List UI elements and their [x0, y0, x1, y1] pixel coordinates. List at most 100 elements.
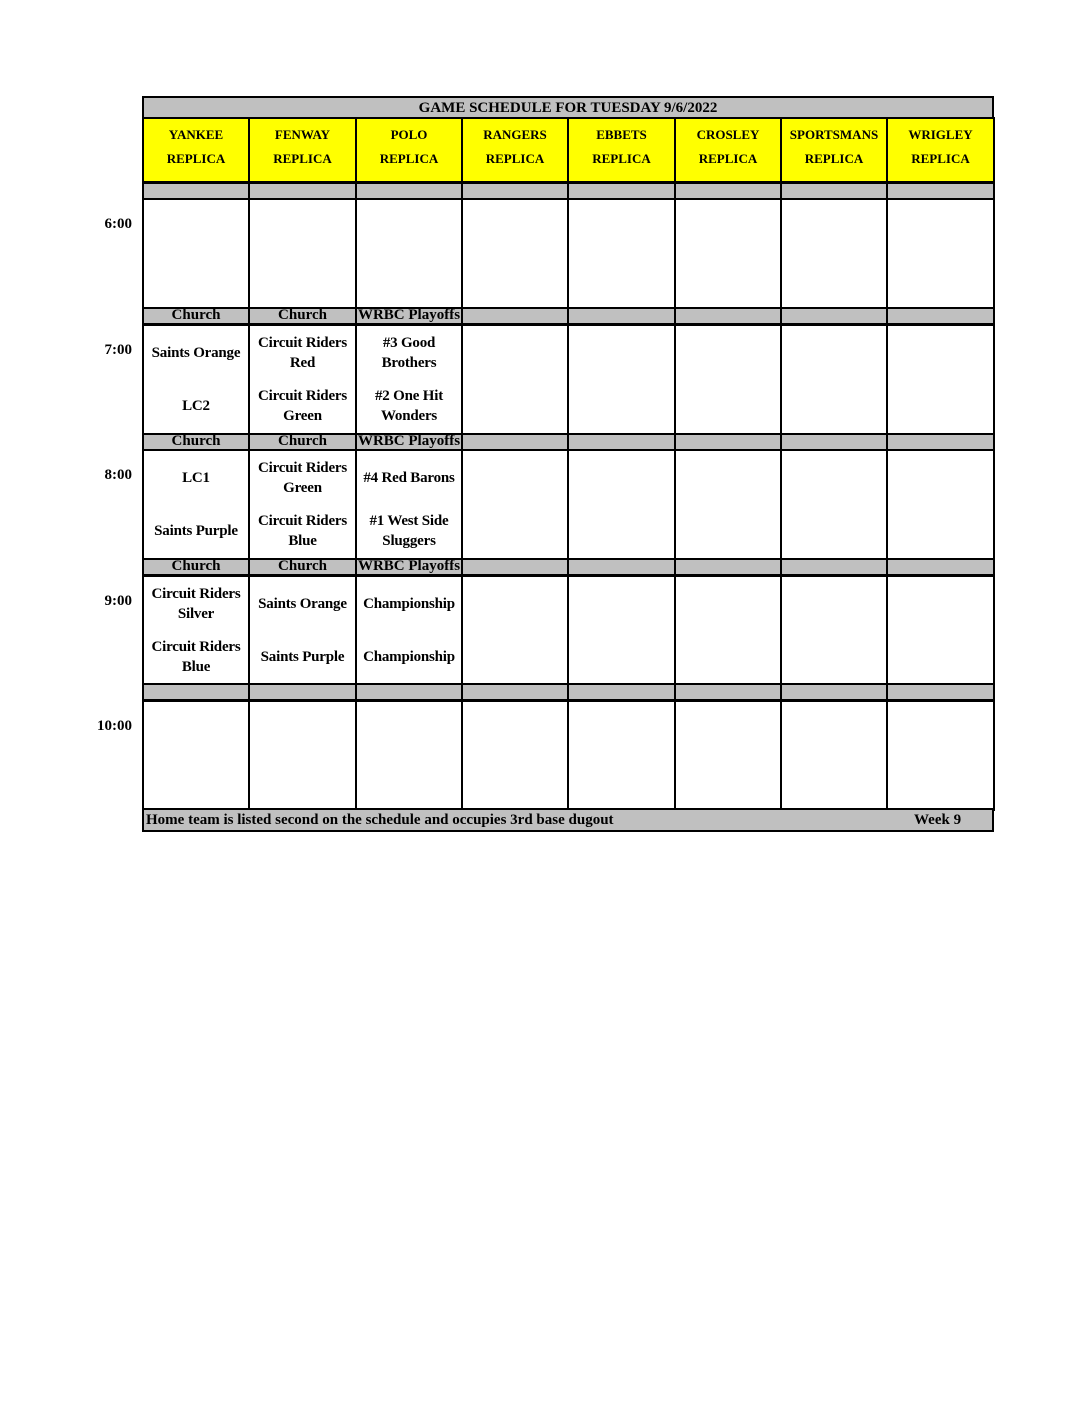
home-team: [357, 756, 461, 810]
band-label: WRBC Playoffs: [355, 433, 463, 451]
home-team: Saints Purple: [154, 523, 238, 540]
away-team: [676, 577, 780, 631]
away-team: [782, 451, 886, 505]
game-cell: [674, 324, 782, 435]
band-label: [674, 558, 782, 576]
band-label: Church: [142, 558, 250, 576]
band-label: [674, 307, 782, 325]
band-label: Church: [142, 307, 250, 325]
home-team: LC2: [182, 398, 210, 415]
away-team: Circuit Riders Silver: [151, 585, 241, 622]
home-team: [782, 756, 886, 810]
time-label: 9:00: [104, 593, 133, 609]
footer-row: Home team is listed second on the schedu…: [142, 808, 994, 832]
away-team: [250, 200, 355, 254]
field-header: POLO REPLICA: [355, 117, 463, 183]
band-label: WRBC Playoffs: [355, 307, 463, 325]
game-cell: [355, 198, 463, 309]
home-team: [888, 756, 993, 810]
schedule-title: GAME SCHEDULE FOR TUESDAY 9/6/2022: [142, 96, 994, 119]
home-team: Circuit Riders Green: [258, 388, 347, 425]
home-team: [782, 631, 886, 685]
band-label: [567, 558, 676, 576]
band-label: [674, 683, 782, 701]
game-cell: [886, 700, 995, 811]
game-cell: [886, 449, 995, 560]
game-cell: [674, 198, 782, 309]
away-team: Championship: [363, 595, 455, 612]
field-header: CROSLEY REPLICA: [674, 117, 782, 183]
time-label: 8:00: [104, 467, 133, 483]
away-team: #3 Good Brothers: [381, 334, 437, 371]
home-team: [676, 505, 780, 559]
field-subtitle: REPLICA: [166, 151, 226, 166]
away-team: [463, 451, 567, 505]
home-team: [463, 254, 567, 308]
home-team: [888, 380, 993, 434]
away-team: [463, 577, 567, 631]
home-team: [463, 631, 567, 685]
away-team: [569, 200, 674, 254]
band-label: [355, 683, 463, 701]
band-label: Church: [248, 558, 357, 576]
away-team: [888, 702, 993, 756]
away-team: [888, 577, 993, 631]
away-team: [357, 702, 461, 756]
home-team: [569, 505, 674, 559]
field-header: WRIGLEY REPLICA: [886, 117, 995, 183]
band-label: [567, 683, 676, 701]
game-cell: [886, 198, 995, 309]
home-team: [888, 254, 993, 308]
band-label: Church: [248, 307, 357, 325]
away-team: [888, 326, 993, 380]
game-cell: [886, 575, 995, 686]
game-cell: [886, 324, 995, 435]
field-header: SPORTSMANS REPLICA: [780, 117, 888, 183]
away-team: Saints Orange: [151, 344, 241, 361]
home-team: [782, 505, 886, 559]
game-cell: Circuit Riders Red Circuit Riders Green: [248, 324, 357, 435]
away-team: [888, 200, 993, 254]
away-team: [676, 326, 780, 380]
band-label: [567, 307, 676, 325]
field-header: EBBETS REPLICA: [567, 117, 676, 183]
field-subtitle: REPLICA: [273, 151, 332, 166]
away-team: [782, 577, 886, 631]
home-team: [782, 254, 886, 308]
game-cell: [461, 324, 569, 435]
away-team: [782, 702, 886, 756]
game-cell: [461, 700, 569, 811]
game-cell: [142, 700, 250, 811]
field-subtitle: REPLICA: [698, 151, 758, 166]
footer-note: Home team is listed second on the schedu…: [146, 812, 614, 828]
home-team: [676, 756, 780, 810]
home-team: [782, 380, 886, 434]
away-team: Circuit Riders Red: [258, 334, 347, 371]
game-cell: [567, 700, 676, 811]
home-team: #2 One Hit Wonders: [375, 388, 443, 425]
game-cell: [248, 198, 357, 309]
field-name: FENWAY: [274, 127, 331, 142]
field-name: WRIGLEY: [908, 127, 973, 142]
game-cell: [674, 700, 782, 811]
away-team: #4 Red Barons: [363, 469, 455, 486]
game-cell: [780, 575, 888, 686]
band-label: [142, 683, 250, 701]
home-team: Saints Purple: [260, 649, 345, 666]
home-team: [569, 631, 674, 685]
away-team: [144, 200, 248, 254]
home-team: [676, 631, 780, 685]
game-cell: [780, 324, 888, 435]
game-cell: Saints Orange LC2: [142, 324, 250, 435]
home-team: [569, 254, 674, 308]
game-cell: [780, 700, 888, 811]
game-cell: [461, 198, 569, 309]
home-team: Circuit Riders Blue: [258, 513, 347, 550]
home-team: Circuit Riders Blue: [151, 639, 241, 676]
home-team: [569, 380, 674, 434]
band-label: [461, 683, 569, 701]
field-subtitle: REPLICA: [592, 151, 651, 166]
home-team: [676, 380, 780, 434]
band-label: [780, 307, 888, 325]
time-label: 6:00: [104, 216, 133, 232]
